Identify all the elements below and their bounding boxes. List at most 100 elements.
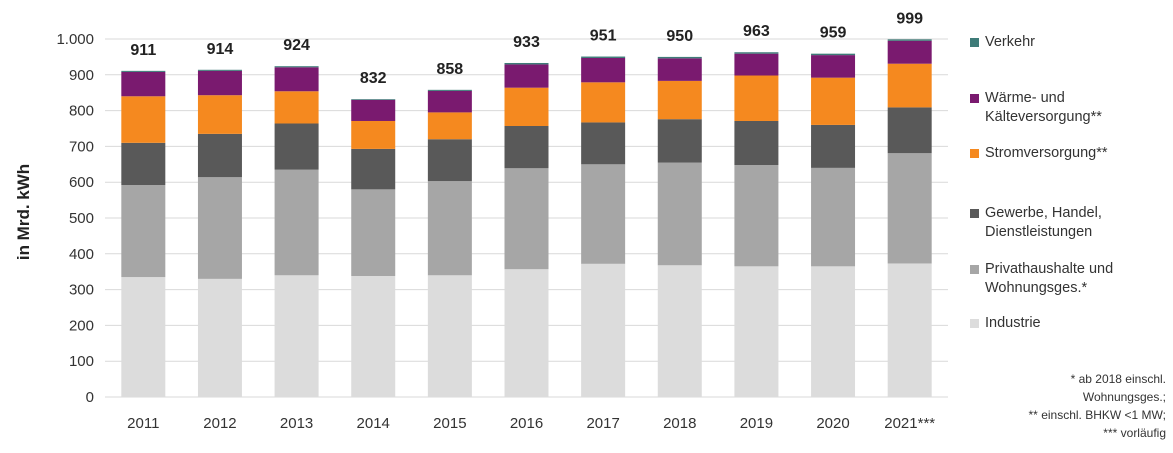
bar-segment — [504, 125, 549, 169]
x-tick-label: 2018 — [663, 415, 696, 432]
y-axis-label: in Mrd. kWh — [14, 164, 33, 260]
total-label: 951 — [590, 28, 617, 45]
bar-segment — [811, 124, 856, 168]
bar-segment — [887, 107, 932, 154]
legend-item-stromversorgung: Stromversorgung** — [970, 144, 1108, 163]
bar-segment — [657, 58, 702, 81]
total-label: 832 — [360, 70, 387, 87]
bar-segment — [734, 165, 779, 267]
y-tick-label: 1.000 — [56, 31, 94, 48]
bar-segment — [504, 87, 549, 126]
bar-segment — [657, 265, 702, 397]
x-tick-label: 2016 — [510, 415, 543, 432]
legend-item-privathaushalte: Privathaushalte und Wohnungsges.* — [970, 260, 1113, 298]
bar-segment — [504, 62, 549, 65]
legend-swatch-gewerbe — [970, 209, 979, 218]
legend-label: Privathaushalte und Wohnungsges.* — [985, 261, 1114, 296]
bar-segment — [581, 56, 626, 58]
total-label: 959 — [820, 25, 847, 42]
bar-segment — [274, 123, 319, 170]
y-tick-label: 0 — [86, 389, 94, 406]
legend-swatch-waerme-kaelte — [970, 94, 979, 103]
bar-segment — [734, 75, 779, 121]
bar-segment — [734, 266, 779, 397]
bar-segment — [581, 122, 626, 165]
bar-segment — [657, 80, 702, 120]
legend-label: Stromversorgung** — [985, 145, 1108, 161]
bar-segment — [657, 119, 702, 163]
legend-label: Verkehr — [985, 34, 1035, 50]
bar-segment — [581, 82, 626, 123]
bar-segment — [734, 52, 779, 54]
labels: 0 100 200 300 400 500 600 700 800 900 1.000 911 2011… — [56, 10, 935, 432]
bar-segment — [351, 189, 396, 276]
bar-segment — [351, 148, 396, 190]
bar-segment — [121, 70, 166, 72]
bar-segment — [427, 139, 472, 182]
bar-segment — [811, 167, 856, 267]
bar-segment — [581, 263, 626, 397]
legend-label: Industrie — [985, 315, 1041, 331]
bar-segment — [351, 275, 396, 397]
bar-segment — [504, 168, 549, 270]
bar-segment — [887, 63, 932, 108]
x-tick-label: 2012 — [203, 415, 236, 432]
bar-segment — [197, 95, 242, 134]
bar-segment — [581, 57, 626, 83]
bar-segment — [427, 112, 472, 140]
x-tick-label: 2013 — [280, 415, 313, 432]
x-tick-label: 2015 — [433, 415, 466, 432]
bar-segment — [504, 269, 549, 397]
total-label: 911 — [130, 42, 156, 59]
total-label: 914 — [207, 41, 234, 58]
bar-segment — [197, 69, 242, 71]
x-tick-label: 2017 — [586, 415, 619, 432]
bar-segment — [811, 77, 856, 125]
bar-segment — [274, 66, 319, 68]
bar-segment — [427, 90, 472, 113]
y-tick-label: 400 — [69, 246, 94, 263]
x-tick-label: 2014 — [357, 415, 390, 432]
total-label: 999 — [896, 10, 923, 27]
y-tick-label: 100 — [69, 353, 94, 370]
bar-segment — [887, 153, 932, 264]
bar-segment — [427, 181, 472, 276]
total-label: 933 — [513, 34, 540, 51]
y-tick-label: 200 — [69, 317, 94, 334]
bar-segment — [274, 275, 319, 397]
legend-item-verkehr: Verkehr — [970, 33, 1035, 52]
bars — [121, 39, 932, 397]
x-tick-label: 2021*** — [884, 415, 935, 432]
y-tick-label: 600 — [69, 174, 94, 191]
stacked-bar-chart: 0 100 200 300 400 500 600 700 800 900 1.000 911 2011… — [14, 10, 948, 432]
y-tick-label: 800 — [69, 103, 94, 120]
bar-segment — [121, 277, 166, 397]
bar-segment — [351, 120, 396, 149]
bar-segment — [351, 99, 396, 100]
bar-segment — [121, 142, 166, 186]
x-tick-label: 2020 — [816, 415, 849, 432]
y-tick-label: 700 — [69, 138, 94, 155]
bar-segment — [197, 177, 242, 279]
legend-item-gewerbe: Gewerbe, Handel, Dienstleistungen — [970, 204, 1102, 242]
bar-segment — [657, 162, 702, 266]
legend-swatch-industrie — [970, 319, 979, 328]
bar-segment — [121, 71, 166, 97]
total-label: 963 — [743, 23, 770, 40]
y-tick-label: 900 — [69, 67, 94, 84]
legend-swatch-privathaushalte — [970, 265, 979, 274]
bar-segment — [581, 164, 626, 264]
bar-segment — [274, 169, 319, 276]
bar-segment — [657, 56, 702, 59]
bar-segment — [811, 266, 856, 397]
footnote: * ab 2018 einschl. Wohnungsges.; ** eins… — [1028, 372, 1166, 440]
bar-segment — [887, 39, 932, 41]
legend-label: Gewerbe, Handel, Dienstleistungen — [985, 205, 1102, 240]
total-label: 924 — [283, 37, 310, 54]
x-tick-label: 2019 — [740, 415, 773, 432]
bar-segment — [197, 133, 242, 178]
bar-segment — [351, 99, 396, 121]
bar-segment — [887, 40, 932, 64]
bar-segment — [197, 278, 242, 397]
bar-segment — [427, 89, 472, 91]
